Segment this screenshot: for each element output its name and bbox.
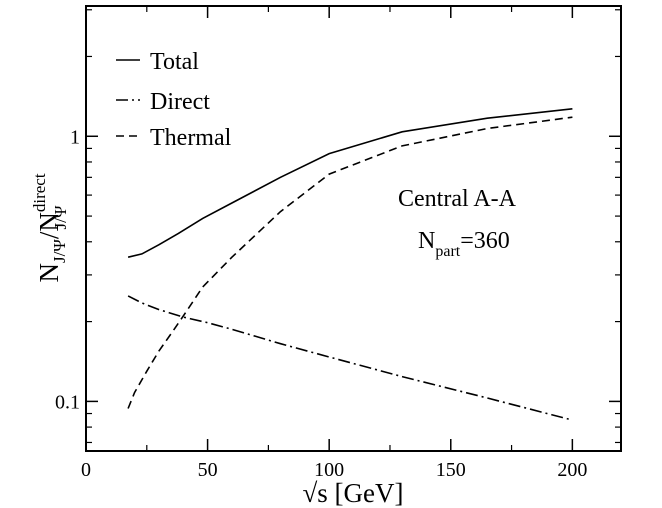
y-tick-label: 0.1 xyxy=(55,391,80,413)
series-line-total xyxy=(127,108,573,258)
x-tick-label: 50 xyxy=(198,459,218,481)
y-title-den-sup: direct xyxy=(30,173,49,212)
y-tick-label: 1 xyxy=(70,126,80,148)
x-tick-label: 200 xyxy=(557,459,587,481)
x-ticks: 0 50 100 150 200 xyxy=(81,6,587,481)
annotation-npart: Npart=360 xyxy=(418,228,510,260)
annotation-central: Central A-A xyxy=(398,186,517,212)
legend-label-direct: Direct xyxy=(150,89,210,115)
y-title-num-sub: J/Ψ xyxy=(50,239,69,263)
x-tick-label: 0 xyxy=(81,459,91,481)
y-title-slash: /N xyxy=(34,212,64,239)
legend-label-total: Total xyxy=(150,49,199,75)
y-ticks: 0.11 xyxy=(55,9,621,444)
y-title-den-sub: J/Ψ xyxy=(51,205,70,229)
x-axis-title: √s [GeV] xyxy=(302,478,403,508)
series-lines xyxy=(127,108,573,421)
annotation-npart-base: N xyxy=(418,228,435,254)
legend: Total Direct Thermal xyxy=(116,49,232,151)
annotation-npart-sub: part xyxy=(435,243,460,260)
series-line-thermal xyxy=(127,116,573,409)
plot-frame xyxy=(85,5,622,452)
x-tick-label: 150 xyxy=(436,459,466,481)
y-title-base: N xyxy=(34,263,64,283)
x-tick-label: 100 xyxy=(314,459,344,481)
y-axis-title: NJ/Ψ/NdirectJ/Ψ xyxy=(30,173,70,282)
legend-label-thermal: Thermal xyxy=(150,125,232,151)
annotation-npart-rest: =360 xyxy=(460,228,510,254)
series-line-direct xyxy=(127,295,573,421)
